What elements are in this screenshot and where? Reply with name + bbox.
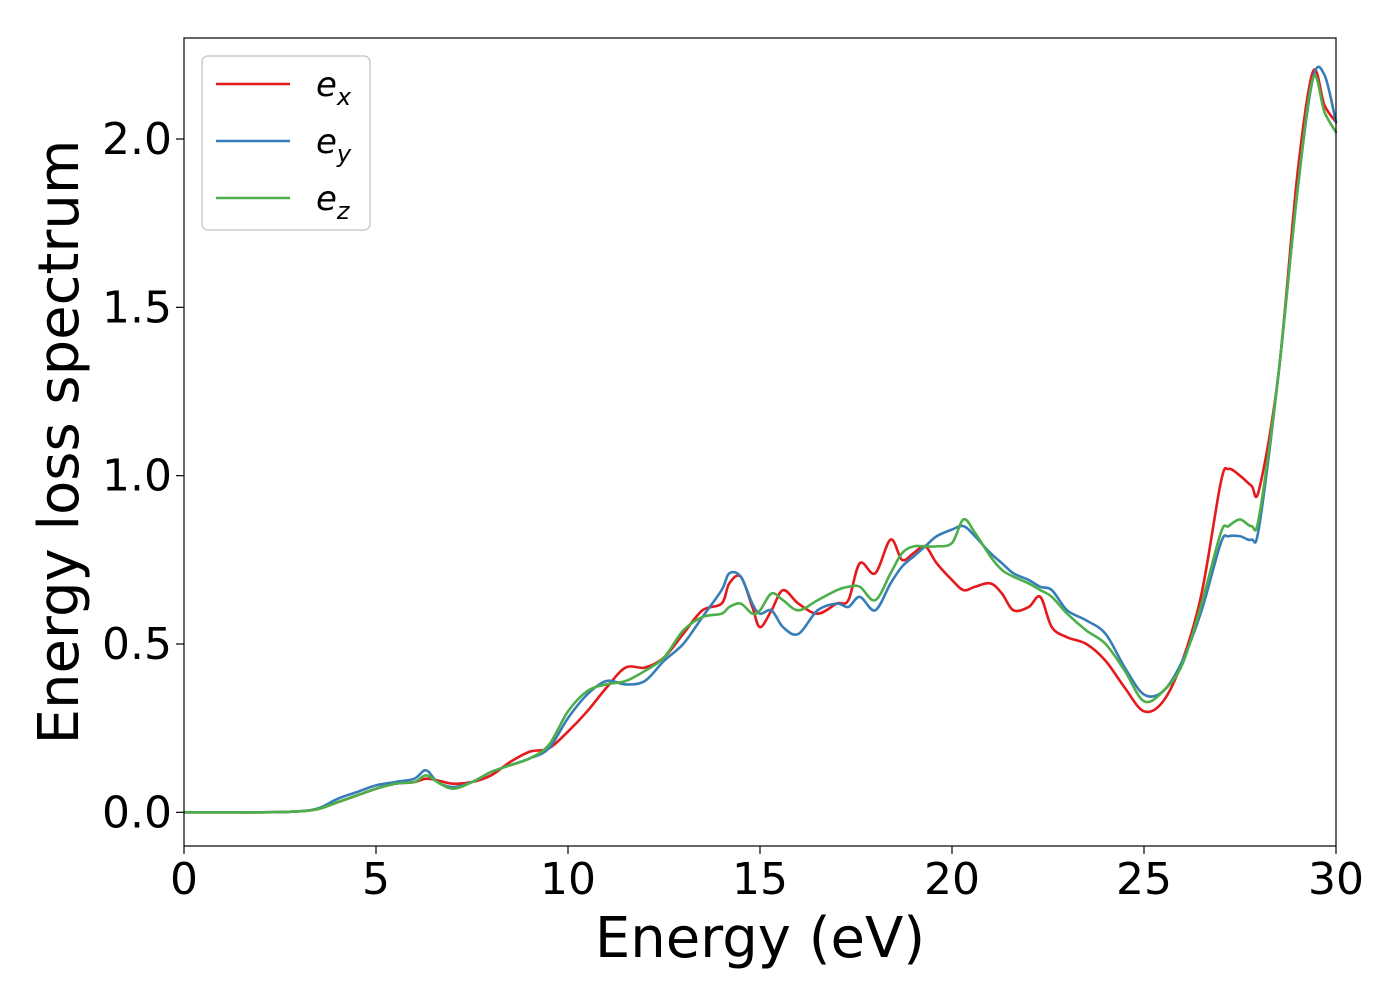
x-axis-label: Energy (eV) bbox=[595, 906, 925, 971]
x-tick-label: 30 bbox=[1308, 854, 1364, 905]
y-axis-label: Energy loss spectrum bbox=[27, 140, 92, 745]
legend-label-x: ex bbox=[316, 65, 352, 111]
x-tick-label: 15 bbox=[732, 854, 788, 905]
legend-label-z: ez bbox=[316, 179, 351, 225]
legend-label-subscript: y bbox=[336, 140, 352, 168]
x-tick-label: 0 bbox=[170, 854, 198, 905]
x-tick-label: 5 bbox=[362, 854, 390, 905]
y-axis-ticks: 0.0 0.5 1.0 1.5 2.0 bbox=[102, 114, 184, 838]
series-line-z bbox=[182, 74, 1338, 814]
x-tick-label: 10 bbox=[540, 854, 596, 905]
series-lines bbox=[182, 65, 1338, 814]
x-tick-label: 20 bbox=[924, 854, 980, 905]
y-tick-label: 2.0 bbox=[102, 114, 172, 165]
y-tick-label: 0.0 bbox=[102, 787, 172, 838]
y-tick-label: 0.5 bbox=[102, 619, 172, 670]
y-tick-label: 1.5 bbox=[102, 282, 172, 333]
legend-box bbox=[201, 55, 371, 231]
legend-label-base: e bbox=[316, 122, 337, 162]
x-axis-ticks: 0 5 10 15 20 25 30 bbox=[170, 846, 1364, 905]
series-line-x bbox=[182, 68, 1338, 814]
legend-label-base: e bbox=[316, 179, 337, 219]
legend-label-subscript: x bbox=[336, 83, 352, 111]
legend-label-subscript: z bbox=[336, 197, 351, 225]
x-tick-label: 25 bbox=[1116, 854, 1172, 905]
legend-label-base: e bbox=[316, 65, 337, 105]
y-tick-label: 1.0 bbox=[102, 451, 172, 502]
legend-label-y: ey bbox=[316, 122, 352, 168]
